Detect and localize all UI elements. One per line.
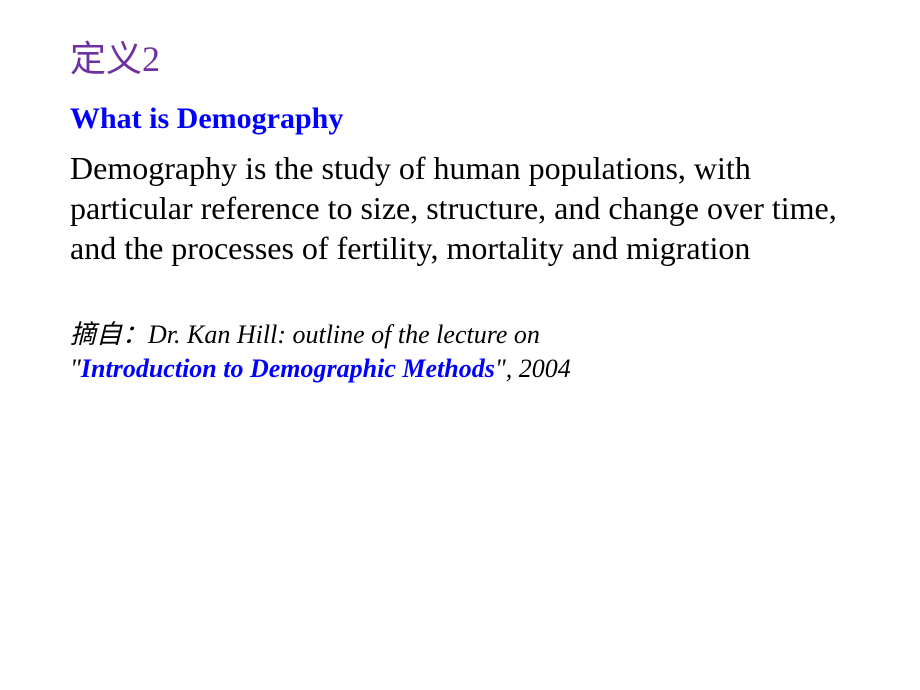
citation-author: Dr. Kan Hill: outline of the lecture on (148, 320, 540, 349)
citation-prefix: 摘自： (70, 320, 148, 349)
citation-quote-close: " (495, 354, 506, 383)
slide-subtitle: What is Demography (70, 102, 850, 136)
citation-quote-open: " (70, 354, 81, 383)
body-paragraph: Demography is the study of human populat… (70, 148, 850, 268)
citation-block: 摘自：Dr. Kan Hill: outline of the lecture … (70, 318, 850, 386)
citation-suffix: , 2004 (506, 354, 571, 383)
citation-book-title: Introduction to Demographic Methods (81, 354, 495, 383)
slide-title: 定义2 (70, 30, 850, 82)
